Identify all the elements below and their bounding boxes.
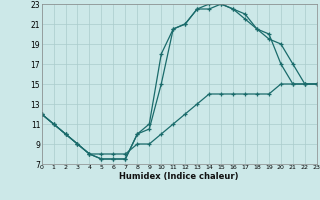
X-axis label: Humidex (Indice chaleur): Humidex (Indice chaleur) [119,172,239,181]
